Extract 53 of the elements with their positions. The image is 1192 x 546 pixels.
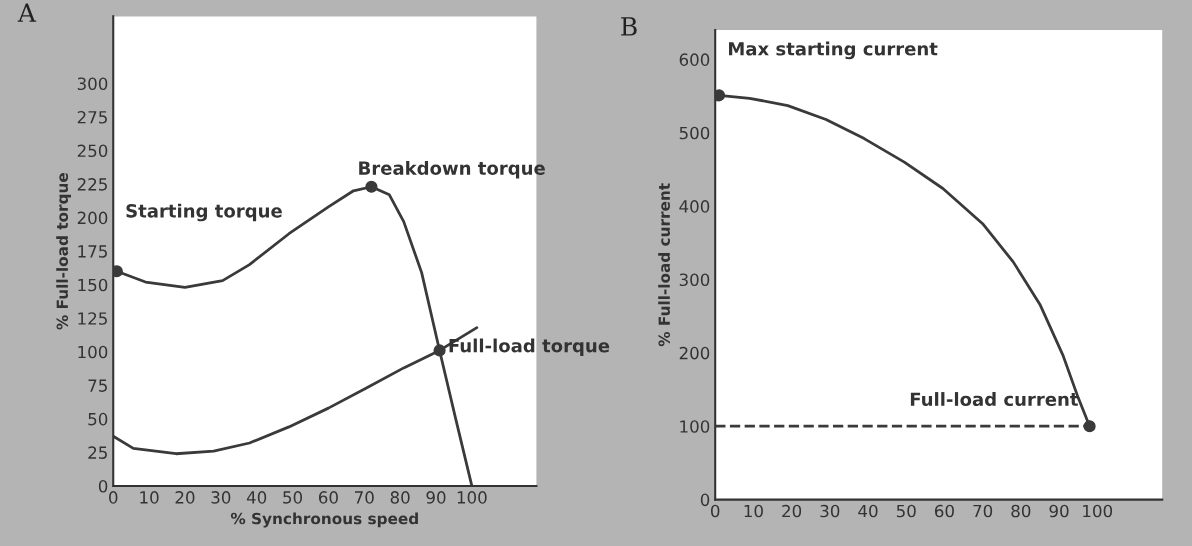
x-tick-label: 30 [211, 491, 231, 504]
x-tick-label: 100 [457, 491, 487, 504]
x-tick-label: 70 [973, 504, 993, 518]
x-tick-label: 60 [934, 504, 954, 518]
y-tick-label: 0 [98, 479, 108, 493]
point [365, 180, 378, 193]
annotation: Starting torque [126, 203, 282, 222]
y-tick-label: 150 [78, 278, 108, 292]
y-tick-label: 400 [679, 200, 710, 213]
y-tick-label: 200 [679, 346, 710, 360]
x-tick-label: 90 [426, 491, 446, 504]
x-tick-label: 50 [283, 491, 303, 504]
y-tick-label: 100 [78, 345, 108, 359]
x-tick-label: 40 [246, 491, 267, 504]
text: A [17, 3, 37, 22]
x-tick-label: 80 [390, 491, 410, 504]
annotation: Full-load torque [449, 338, 610, 356]
x-tick-label: 40 [858, 504, 878, 518]
x-tick-label: 0 [109, 491, 118, 504]
y-tick-label: 250 [77, 144, 108, 158]
x-tick-label: 90 [1049, 504, 1069, 518]
x-tick-label: 20 [175, 491, 195, 504]
y-tick-label: 25 [88, 446, 107, 459]
y-tick-label: 125 [78, 312, 107, 325]
y-axis-title: % Full-load current [658, 183, 671, 347]
annotation: Full-load current [910, 392, 1079, 407]
x-tick-label: 0 [711, 504, 720, 518]
y-tick-label: 75 [88, 379, 107, 392]
x-tick-label: 100 [1083, 504, 1113, 518]
y-tick-label: 200 [77, 211, 108, 225]
x-tick-label: 60 [318, 491, 338, 504]
x-axis-title: % Synchronous speed [230, 512, 418, 528]
y-tick-label: 175 [78, 245, 107, 258]
annotation: Max starting current [729, 41, 938, 60]
x-tick-label: 50 [896, 504, 916, 518]
y-tick-label: 100 [680, 420, 710, 433]
y-tick-label: 275 [77, 110, 107, 124]
point [433, 344, 446, 357]
annotation: Breakdown torque [359, 160, 545, 179]
y-tick-label: 500 [679, 126, 710, 140]
x-tick-label: 10 [140, 491, 159, 504]
x-tick-label: 20 [782, 504, 802, 518]
y-tick-label: 300 [77, 77, 108, 91]
x-tick-label: 70 [355, 491, 374, 504]
y-tick-label: 300 [679, 273, 710, 287]
x-tick-label: 10 [744, 504, 763, 518]
y-tick-label: 50 [88, 412, 108, 426]
y-axis-title: % Full-load torque [56, 173, 72, 330]
text: B [621, 17, 637, 36]
y-tick-label: 225 [77, 178, 107, 191]
x-tick-label: 30 [820, 504, 840, 518]
y-tick-label: 600 [679, 53, 710, 66]
x-tick-label: 80 [1011, 504, 1031, 518]
